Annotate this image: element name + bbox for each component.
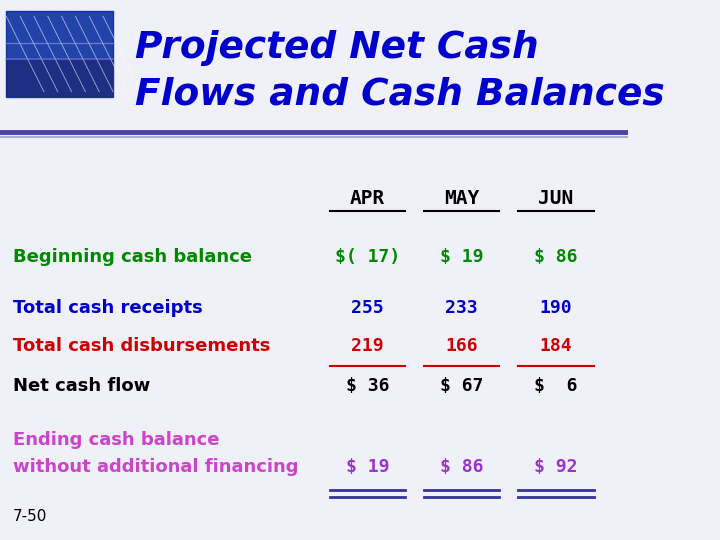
Text: $ 19: $ 19 bbox=[346, 458, 390, 476]
Text: JUN: JUN bbox=[539, 189, 574, 208]
Text: $ 86: $ 86 bbox=[534, 247, 577, 266]
FancyBboxPatch shape bbox=[6, 11, 113, 97]
Text: 166: 166 bbox=[446, 336, 478, 355]
FancyBboxPatch shape bbox=[6, 58, 113, 97]
Text: $ 36: $ 36 bbox=[346, 377, 390, 395]
Text: 255: 255 bbox=[351, 299, 384, 317]
Text: $( 17): $( 17) bbox=[335, 247, 400, 266]
Text: 219: 219 bbox=[351, 336, 384, 355]
Text: 7-50: 7-50 bbox=[12, 509, 47, 524]
Text: 190: 190 bbox=[540, 299, 572, 317]
Text: 233: 233 bbox=[446, 299, 478, 317]
Text: $ 92: $ 92 bbox=[534, 458, 577, 476]
Text: $ 86: $ 86 bbox=[440, 458, 484, 476]
Text: Total cash receipts: Total cash receipts bbox=[12, 299, 202, 317]
Text: APR: APR bbox=[350, 189, 385, 208]
Text: 184: 184 bbox=[540, 336, 572, 355]
Text: Beginning cash balance: Beginning cash balance bbox=[12, 247, 251, 266]
Text: $ 19: $ 19 bbox=[440, 247, 484, 266]
Text: Flows and Cash Balances: Flows and Cash Balances bbox=[135, 77, 665, 113]
Text: MAY: MAY bbox=[444, 189, 480, 208]
Text: Total cash disbursements: Total cash disbursements bbox=[12, 336, 270, 355]
Text: $  6: $ 6 bbox=[534, 377, 577, 395]
Text: Projected Net Cash: Projected Net Cash bbox=[135, 30, 539, 66]
Text: $ 67: $ 67 bbox=[440, 377, 484, 395]
Text: without additional financing: without additional financing bbox=[12, 458, 298, 476]
Text: Net cash flow: Net cash flow bbox=[12, 377, 150, 395]
Text: Ending cash balance: Ending cash balance bbox=[12, 431, 219, 449]
